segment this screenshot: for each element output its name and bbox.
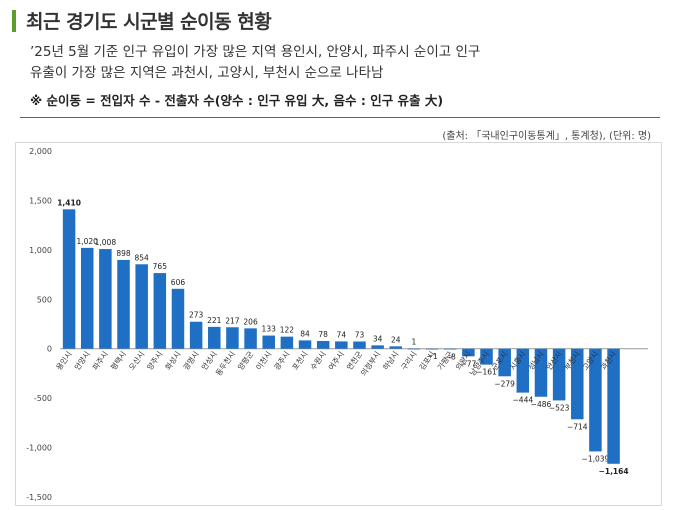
- data-label: 898: [116, 249, 131, 258]
- data-label: 206: [243, 317, 258, 326]
- y-tick-label: -1,500: [26, 493, 52, 502]
- bar: [534, 348, 548, 397]
- y-tick-label: 1,000: [29, 246, 52, 255]
- data-label: 1: [412, 338, 417, 347]
- net-migration-bar-chart: 2,000 1,500 1,000 500 0 -500 -1,000 -1,500 1,410…: [26, 147, 648, 502]
- definition-note: ※ 순이동 = 전입자 수 - 전출자 수(양수 : 인구 유입 大, 음수 :…: [30, 93, 444, 108]
- x-category-label: 양주시: [145, 350, 164, 372]
- bar: [316, 341, 330, 349]
- x-category-label: 하남시: [380, 349, 400, 372]
- source-note: (출처: 「국내인구이동통계」, 통계청), (단위: 명): [442, 131, 651, 142]
- x-category-label: 광주시: [271, 349, 291, 372]
- x-category-label: 수원시: [309, 350, 328, 372]
- data-label: 133: [262, 325, 277, 334]
- bar: [462, 348, 475, 357]
- bar: [335, 341, 348, 349]
- bar: [353, 341, 366, 349]
- summary-line-2: 유출이 가장 많은 지역은 과천시, 고양시, 부천시 순으로 나타남: [30, 65, 384, 81]
- y-tick-label: 500: [37, 295, 52, 304]
- bar: [607, 348, 620, 464]
- bar: [153, 273, 167, 349]
- bar: [571, 348, 584, 420]
- bar: [298, 340, 312, 349]
- data-label: −523: [549, 403, 570, 412]
- title-accent-bar: [12, 10, 16, 32]
- bar: [189, 321, 203, 349]
- bar: [280, 336, 294, 349]
- bar: [117, 259, 130, 349]
- y-tick-label: 2,000: [29, 147, 52, 156]
- data-label: 78: [318, 330, 328, 339]
- bar: [552, 348, 566, 401]
- data-label: 84: [300, 329, 310, 338]
- data-label: 273: [189, 311, 204, 320]
- data-label: 221: [207, 316, 222, 325]
- bar: [389, 346, 403, 349]
- data-label: 73: [355, 330, 365, 339]
- x-category-label: 오산시: [126, 349, 146, 372]
- y-tick-label: 1,500: [29, 196, 52, 205]
- bar: [262, 335, 275, 349]
- x-category-label: 용인시: [54, 349, 74, 372]
- x-category-label: 광명시: [181, 349, 201, 372]
- x-category-label: 포천시: [290, 349, 310, 372]
- data-label: −1,164: [599, 467, 629, 476]
- data-label: 24: [391, 335, 401, 344]
- data-label: 765: [153, 262, 168, 271]
- data-label: 74: [337, 330, 347, 339]
- bar: [480, 348, 493, 365]
- data-label: 217: [225, 316, 240, 325]
- x-category-label: 화성시: [163, 350, 182, 372]
- x-category-label: 양평군: [235, 349, 255, 372]
- x-category-label: 파주시: [91, 350, 110, 372]
- bar: [62, 209, 76, 349]
- data-label: 1,410: [57, 198, 81, 207]
- bar: [135, 264, 148, 349]
- data-label: −279: [494, 379, 515, 388]
- data-label: 1,008: [95, 238, 117, 247]
- bar: [498, 348, 511, 377]
- data-label: 122: [280, 326, 295, 335]
- summary-line-1: ’25년 5월 기준 인구 유입이 가장 많은 지역 용인시, 안양시, 파주시…: [30, 44, 481, 60]
- x-category-label: 구리시: [399, 350, 418, 372]
- x-category-label: 여주시: [326, 349, 346, 372]
- data-label: −486: [531, 400, 552, 409]
- x-category-label: 평택시: [108, 349, 128, 372]
- y-tick-label: 0: [47, 345, 52, 354]
- bar: [371, 345, 384, 349]
- bar: [99, 249, 112, 349]
- bar: [516, 348, 530, 393]
- data-label: 606: [171, 278, 186, 287]
- data-label: −8: [445, 353, 456, 362]
- bar: [244, 328, 257, 349]
- bar: [443, 348, 457, 350]
- bar: [425, 348, 439, 350]
- data-label: 1,020: [76, 237, 98, 246]
- data-label: −1: [427, 352, 438, 361]
- data-label: 854: [135, 253, 150, 262]
- page-title: 최근 경기도 시군별 순이동 현황: [26, 11, 272, 33]
- data-label: −714: [567, 422, 588, 431]
- data-label: 34: [373, 334, 383, 343]
- header-divider: [20, 117, 660, 118]
- bar: [80, 247, 94, 349]
- data-label: −1,039: [582, 454, 610, 463]
- x-category-label: 안양시: [72, 349, 92, 372]
- bar: [171, 288, 185, 349]
- data-label: −77: [460, 359, 476, 368]
- bar: [208, 326, 221, 349]
- x-category-label: 이천시: [253, 349, 273, 372]
- bar: [407, 348, 421, 350]
- y-tick-label: -500: [34, 394, 52, 403]
- bar: [589, 348, 602, 452]
- data-label: −444: [513, 396, 534, 405]
- chart-panel: 2,000 1,500 1,000 500 0 -500 -1,000 -1,500 1,410…: [15, 142, 662, 506]
- bar: [226, 327, 239, 349]
- data-label: −161: [476, 368, 497, 377]
- y-tick-label: -1,000: [26, 444, 52, 453]
